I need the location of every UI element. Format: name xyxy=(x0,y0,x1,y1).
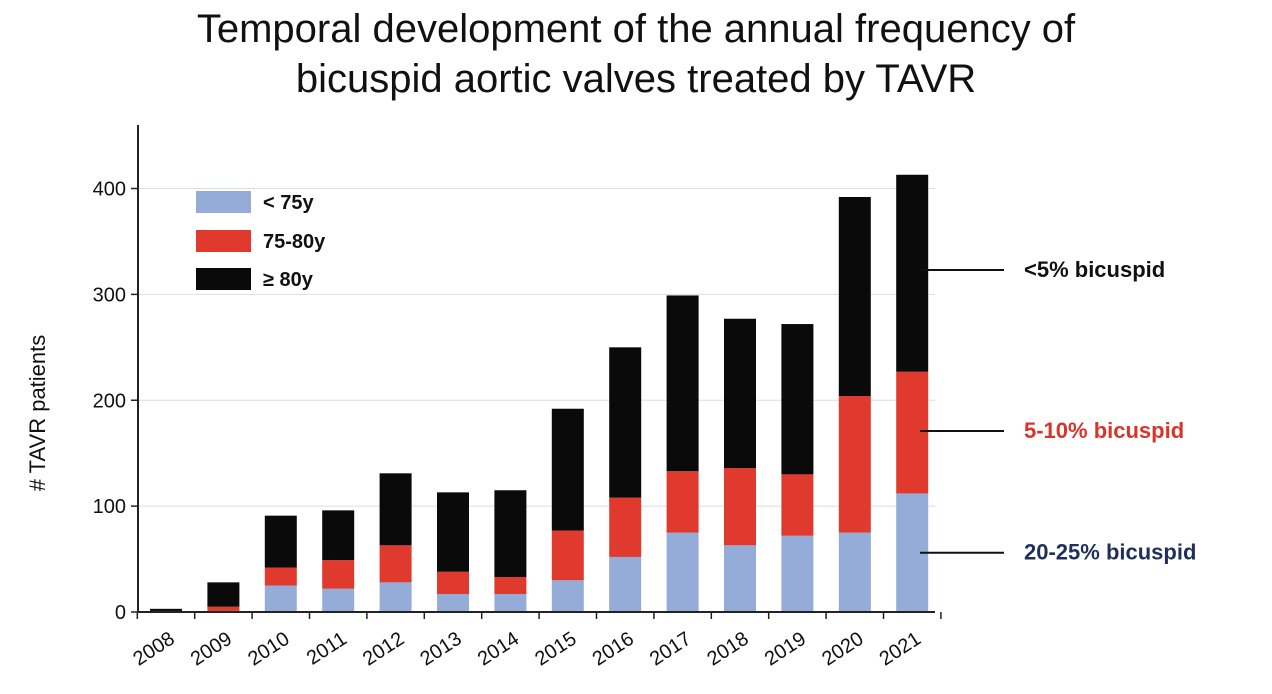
x-tick-label: 2017 xyxy=(646,628,695,671)
chart-title: Temporal development of the annual frequ… xyxy=(0,4,1272,104)
chart-title-line-2: bicuspid aortic valves treated by TAVR xyxy=(295,57,977,101)
bar-segment-over-80 xyxy=(207,582,240,607)
x-tick-label: 2020 xyxy=(818,628,867,671)
bar-segment-75-80 xyxy=(781,474,814,536)
bar-segment-75-80 xyxy=(838,396,871,533)
bar-segment-75-80 xyxy=(609,497,642,557)
legend-swatch-75-80 xyxy=(196,230,251,252)
bar-segment-over-80 xyxy=(896,174,929,372)
bar-segment-75-80 xyxy=(551,530,584,581)
bar-segment-over-80 xyxy=(609,347,642,498)
bar-segment-over-80 xyxy=(838,196,871,397)
y-tick-label: 400 xyxy=(93,179,126,201)
bar-segment-over-80 xyxy=(494,490,527,578)
y-tick-label: 200 xyxy=(93,390,126,412)
bar-segment-over-80 xyxy=(551,408,584,531)
bar-segment-75-80 xyxy=(724,468,756,546)
legend-label: 75-80y xyxy=(263,231,326,253)
bar-segment-under-75 xyxy=(494,594,527,612)
y-tick-label: 0 xyxy=(115,602,126,624)
x-tick-label: 2013 xyxy=(416,628,465,671)
x-tick-label: 2019 xyxy=(761,628,810,671)
x-tick-label: 2011 xyxy=(303,628,351,670)
bar-segment-under-75 xyxy=(781,535,814,612)
bar-segment-over-80 xyxy=(437,492,469,572)
x-tick-label: 2012 xyxy=(359,628,408,671)
bar-segment-over-80 xyxy=(264,515,297,568)
x-tick-label: 2021 xyxy=(876,628,925,671)
bar-segment-over-80 xyxy=(724,318,756,469)
x-tick-label: 2016 xyxy=(589,628,638,671)
x-tick-label: 2018 xyxy=(703,628,752,671)
legend-swatch-under-75 xyxy=(196,191,251,213)
bar-segment-75-80 xyxy=(896,371,929,494)
bar-segment-under-75 xyxy=(264,585,297,612)
legend-label: < 75y xyxy=(263,192,314,214)
x-tick-label: 2014 xyxy=(474,628,523,671)
x-tick-label: 2010 xyxy=(244,628,293,671)
bar-segment-over-80 xyxy=(379,473,412,546)
bar-segment-75-80 xyxy=(264,567,297,586)
x-tick-label: 2015 xyxy=(531,628,580,671)
bar-segment-over-80 xyxy=(322,510,355,561)
bar-segment-over-80 xyxy=(150,608,182,611)
bar-segment-under-75 xyxy=(724,545,756,612)
chart-title-line-1: Temporal development of the annual frequ… xyxy=(196,7,1076,51)
legend-swatch-over-80 xyxy=(196,268,251,290)
x-tick-label: 2008 xyxy=(129,628,178,671)
bar-segment-under-75 xyxy=(379,582,412,612)
annotation-label: 5-10% bicuspid xyxy=(1024,418,1184,443)
bar-segment-under-75 xyxy=(437,594,469,612)
bar-segment-under-75 xyxy=(609,556,642,612)
bar-segment-75-80 xyxy=(379,545,412,583)
y-tick-label: 300 xyxy=(93,284,126,306)
legend-label: ≥ 80y xyxy=(263,269,314,291)
annotation-label: <5% bicuspid xyxy=(1024,257,1165,282)
bar-segment-under-75 xyxy=(551,580,584,612)
x-tick-label: 2009 xyxy=(187,628,236,671)
bar-segment-75-80 xyxy=(322,560,355,589)
bar-segment-75-80 xyxy=(207,606,240,611)
bar-segment-75-80 xyxy=(437,571,469,595)
bar-segment-75-80 xyxy=(666,471,699,533)
bar-segment-over-80 xyxy=(666,295,699,472)
bar-segment-75-80 xyxy=(494,577,527,595)
y-axis-label: # TAVR patients xyxy=(25,335,50,492)
bar-segment-under-75 xyxy=(666,532,699,612)
bar-segment-under-75 xyxy=(322,588,355,612)
bar-segment-under-75 xyxy=(838,532,871,612)
bar-segment-over-80 xyxy=(781,324,814,475)
annotation-label: 20-25% bicuspid xyxy=(1024,540,1196,565)
y-tick-label: 100 xyxy=(93,496,126,518)
